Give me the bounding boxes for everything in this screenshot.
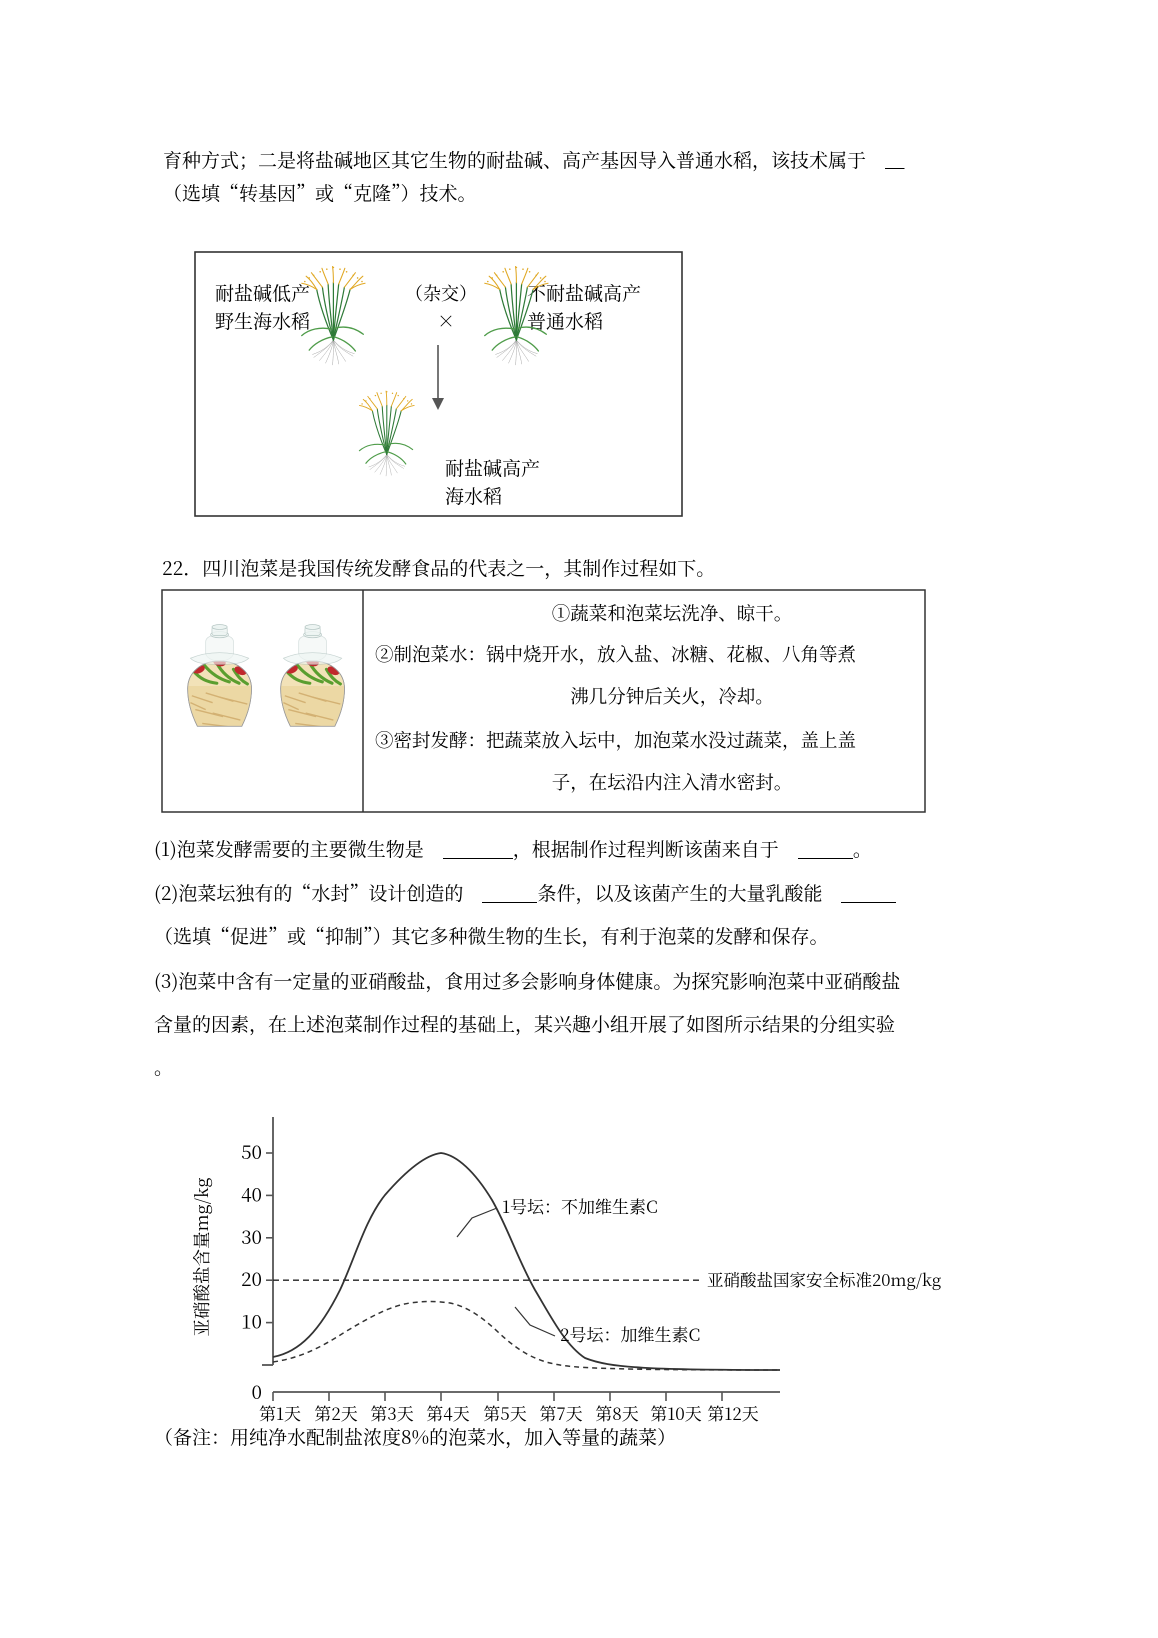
svg-text:亚硝酸盐含量mg/kg: 亚硝酸盐含量mg/kg xyxy=(189,1177,214,1336)
svg-text:第7天: 第7天 xyxy=(539,1400,582,1425)
svg-text:亚硝酸盐国家安全标准20mg/kg: 亚硝酸盐国家安全标准20mg/kg xyxy=(707,1267,941,1291)
svg-text:40: 40 xyxy=(241,1180,262,1207)
svg-text:第5天: 第5天 xyxy=(483,1400,527,1425)
svg-text:第10天: 第10天 xyxy=(650,1400,701,1425)
svg-text:第1天: 第1天 xyxy=(259,1400,301,1425)
svg-text:第12天: 第12天 xyxy=(707,1400,759,1425)
svg-text:第3天: 第3天 xyxy=(370,1400,413,1425)
svg-text:第8天: 第8天 xyxy=(595,1400,639,1425)
svg-text:50: 50 xyxy=(241,1138,262,1165)
svg-text:1号坛：不加维生素C: 1号坛：不加维生素C xyxy=(502,1193,658,1218)
svg-text:第2天: 第2天 xyxy=(314,1400,358,1425)
svg-text:30: 30 xyxy=(241,1223,262,1250)
svg-text:第4天: 第4天 xyxy=(426,1400,469,1425)
svg-text:10: 10 xyxy=(241,1308,262,1335)
svg-text:20: 20 xyxy=(241,1265,262,1292)
svg-text:2号坛：加维生素C: 2号坛：加维生素C xyxy=(560,1321,700,1346)
